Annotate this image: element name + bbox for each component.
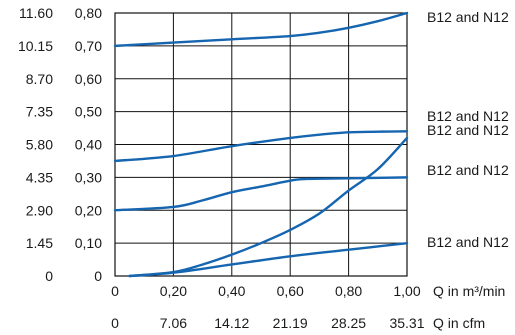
x-tick-label: 0,80 [335, 283, 362, 299]
y-tick-label-secondary: 1.45 [26, 235, 53, 251]
y-tick-label-secondary: 10.15 [18, 38, 53, 54]
y-tick-label-secondary: 5.80 [26, 137, 53, 153]
y-tick-label-secondary: 4.35 [26, 169, 53, 185]
y-tick-label-secondary: 11.60 [19, 5, 53, 21]
series-line [113, 11, 409, 48]
y-tick-label: 0,20 [75, 202, 102, 218]
series-line [128, 241, 409, 278]
y-tick-label-secondary: 7.35 [26, 104, 53, 120]
series-label: B12 and N12 [427, 108, 509, 124]
x-tick-label-secondary: 0 [111, 315, 119, 331]
series-line [113, 176, 409, 212]
y-tick-label: 0,30 [75, 169, 102, 185]
y-tick-label: 0,10 [75, 235, 102, 251]
x-tick-label-secondary: 7.06 [160, 315, 187, 331]
y-tick-label-secondary: 2.90 [26, 202, 53, 218]
x-tick-label: 1,00 [393, 283, 420, 299]
y-tick-label: 0,70 [75, 38, 102, 54]
series-label: B12 and N12 [427, 162, 509, 178]
y-tick-label: 0,50 [75, 104, 102, 120]
x-tick-label-secondary: 21.19 [273, 315, 308, 331]
series-line [113, 130, 409, 163]
y-tick-label: 0,80 [75, 5, 102, 21]
series-label: B12 and N12 [427, 234, 509, 250]
x-tick-label-secondary: 28.25 [331, 315, 366, 331]
y-tick-label-secondary: 0 [45, 268, 53, 284]
y-tick-label: 0,40 [75, 137, 102, 153]
curves [113, 11, 409, 278]
grid [114, 12, 408, 277]
x-tick-label: 0,20 [160, 283, 187, 299]
x-axis-label: Q in m³/min [433, 283, 505, 299]
x-tick-label-secondary: 14.12 [214, 315, 249, 331]
x-axis-label-secondary: Q in cfm [433, 315, 485, 331]
series-label: B12 and N12 [427, 9, 509, 25]
x-tick-label: 0,40 [218, 283, 245, 299]
series-line [128, 136, 409, 278]
y-tick-label: 0,60 [75, 71, 102, 87]
x-tick-label: 0 [111, 283, 119, 299]
series-label: B12 and N12 [427, 122, 509, 138]
x-tick-label: 0,60 [277, 283, 304, 299]
y-tick-label-secondary: 8.70 [26, 71, 53, 87]
y-tick-label: 0 [94, 268, 102, 284]
labels: 000,207.060,4014.120,6021.190,8028.251,0… [18, 5, 509, 331]
x-tick-label-secondary: 35.31 [389, 315, 424, 331]
